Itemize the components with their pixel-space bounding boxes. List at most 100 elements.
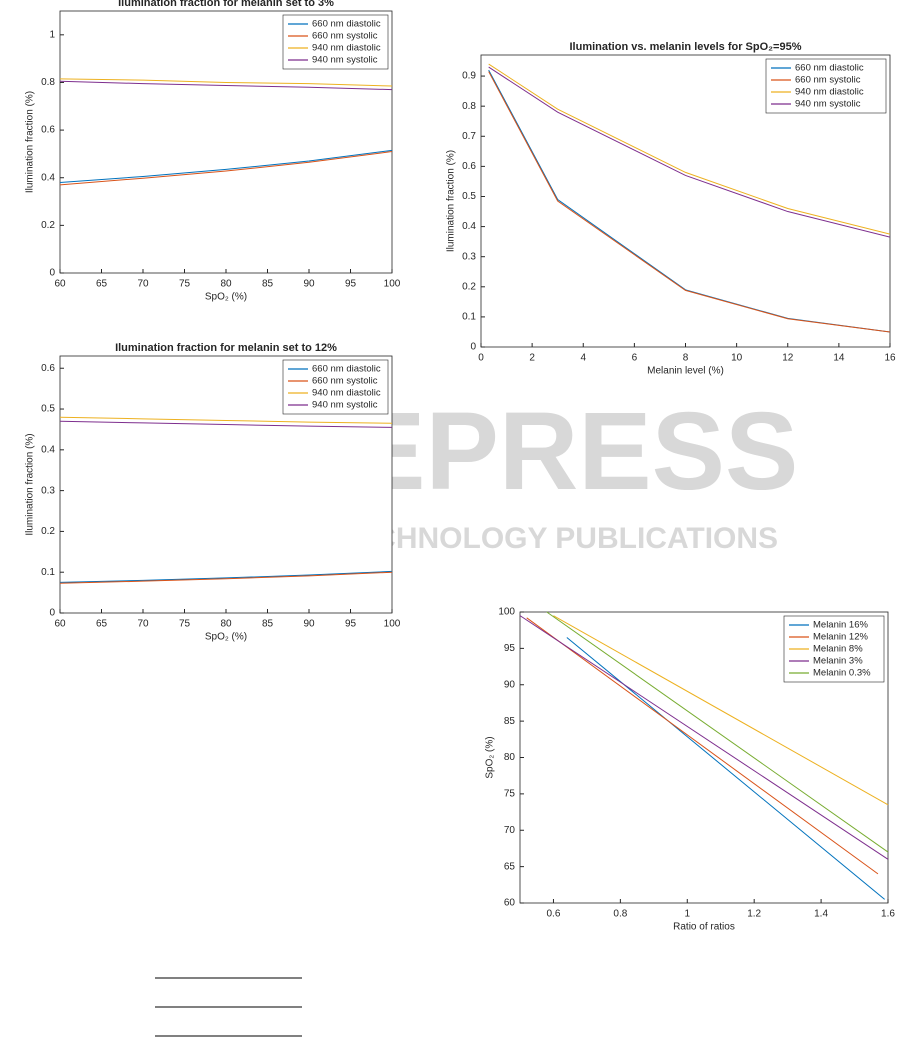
x-tick-label: 0 [478,353,484,364]
x-tick-label: 60 [54,619,66,630]
x-tick-label: 100 [384,619,401,630]
series-line [59,78,393,87]
series-line [526,617,879,875]
x-tick-label: 80 [220,279,232,290]
y-tick-label: 0.2 [41,526,55,537]
series-line [488,71,891,333]
x-tick-label: 6 [632,353,638,364]
y-tick-label: 0.8 [41,77,55,88]
y-tick-label: 90 [504,679,516,690]
y-tick-label: 0.8 [462,101,476,112]
y-axis-label: Ilumination fraction (%) [25,91,36,193]
x-tick-label: 70 [137,279,149,290]
x-tick-label: 80 [220,619,232,630]
x-tick-label: 90 [303,279,315,290]
y-tick-label: 0 [49,268,55,279]
y-tick-label: 95 [504,643,516,654]
y-tick-label: 0.2 [462,281,476,292]
y-tick-label: 70 [504,825,516,836]
x-tick-label: 1.6 [881,909,895,920]
x-tick-label: 1 [684,909,690,920]
legend-label: Melanin 8% [813,644,863,655]
y-tick-label: 80 [504,752,516,763]
y-tick-label: 0.4 [41,444,55,455]
series-line [488,66,891,238]
x-tick-label: 12 [782,353,794,364]
y-axis-label: Ilumination fraction (%) [25,433,36,535]
y-tick-label: 0.5 [462,191,476,202]
x-tick-label: 10 [731,353,743,364]
y-tick-label: 75 [504,789,516,800]
x-tick-label: 85 [262,279,274,290]
y-tick-label: 0.3 [41,485,55,496]
legend-label: Melanin 0.3% [813,668,871,679]
series-line [488,63,891,235]
series-line [566,637,885,900]
legend-label: 660 nm systolic [312,376,378,387]
y-tick-label: 0.6 [41,125,55,136]
x-tick-label: 65 [96,279,108,290]
x-tick-label: 85 [262,619,274,630]
legend-label: Melanin 3% [813,656,863,667]
y-tick-label: 0.6 [462,161,476,172]
x-tick-label: 95 [345,279,357,290]
x-tick-label: 2 [529,353,535,364]
y-tick-label: 0.2 [41,220,55,231]
y-tick-label: 1 [49,29,55,40]
y-tick-label: 0.4 [41,172,55,183]
y-tick-label: 0.1 [41,567,55,578]
x-tick-label: 1.4 [814,909,828,920]
series-line [59,416,393,424]
legend-label: Melanin 16% [813,620,868,631]
x-tick-label: 16 [884,353,896,364]
series-line [59,151,393,186]
legend-label: 660 nm diastolic [795,63,864,74]
y-tick-label: 60 [504,898,516,909]
series-line [546,611,889,853]
x-tick-label: 60 [54,279,66,290]
x-tick-label: 65 [96,619,108,630]
x-tick-label: 4 [580,353,586,364]
x-axis-label: Melanin level (%) [647,366,724,377]
series-line [59,570,393,583]
x-axis-label: SpO₂ (%) [205,292,247,303]
legend-label: 940 nm systolic [795,99,861,110]
legend-label: 660 nm diastolic [312,19,381,30]
x-tick-label: 14 [833,353,845,364]
y-tick-label: 0 [470,342,476,353]
series-line [59,80,393,91]
y-tick-label: 0.6 [41,363,55,374]
x-tick-label: 0.6 [547,909,561,920]
legend-label: 940 nm diastolic [312,388,381,399]
x-tick-label: 75 [179,279,191,290]
legend-label: Melanin 12% [813,632,868,643]
x-tick-label: 75 [179,619,191,630]
y-tick-label: 0.9 [462,71,476,82]
y-tick-label: 0.5 [41,404,55,415]
x-tick-label: 8 [683,353,689,364]
y-tick-label: 0.3 [462,251,476,262]
y-tick-label: 0.7 [462,131,476,142]
x-tick-label: 100 [384,279,401,290]
x-axis-label: Ratio of ratios [673,922,735,933]
series-line [59,149,393,183]
legend-label: 660 nm diastolic [312,364,381,375]
x-tick-label: 95 [345,619,357,630]
legend-label: 940 nm diastolic [312,43,381,54]
chart-title: Ilumination vs. melanin levels for SpO₂=… [570,41,802,53]
series-line [59,571,393,584]
series-line [553,615,889,806]
legend-label: 660 nm systolic [312,31,378,42]
legend-label: 940 nm diastolic [795,87,864,98]
y-tick-label: 85 [504,716,516,727]
y-tick-label: 0.1 [462,312,476,323]
y-axis-label: Ilumination fraction (%) [446,150,457,252]
series-line [59,420,393,428]
legend-label: 940 nm systolic [312,400,378,411]
y-tick-label: 65 [504,861,516,872]
y-tick-label: 100 [498,607,515,618]
x-tick-label: 70 [137,619,149,630]
legend-label: 660 nm systolic [795,75,861,86]
x-tick-label: 0.8 [613,909,627,920]
